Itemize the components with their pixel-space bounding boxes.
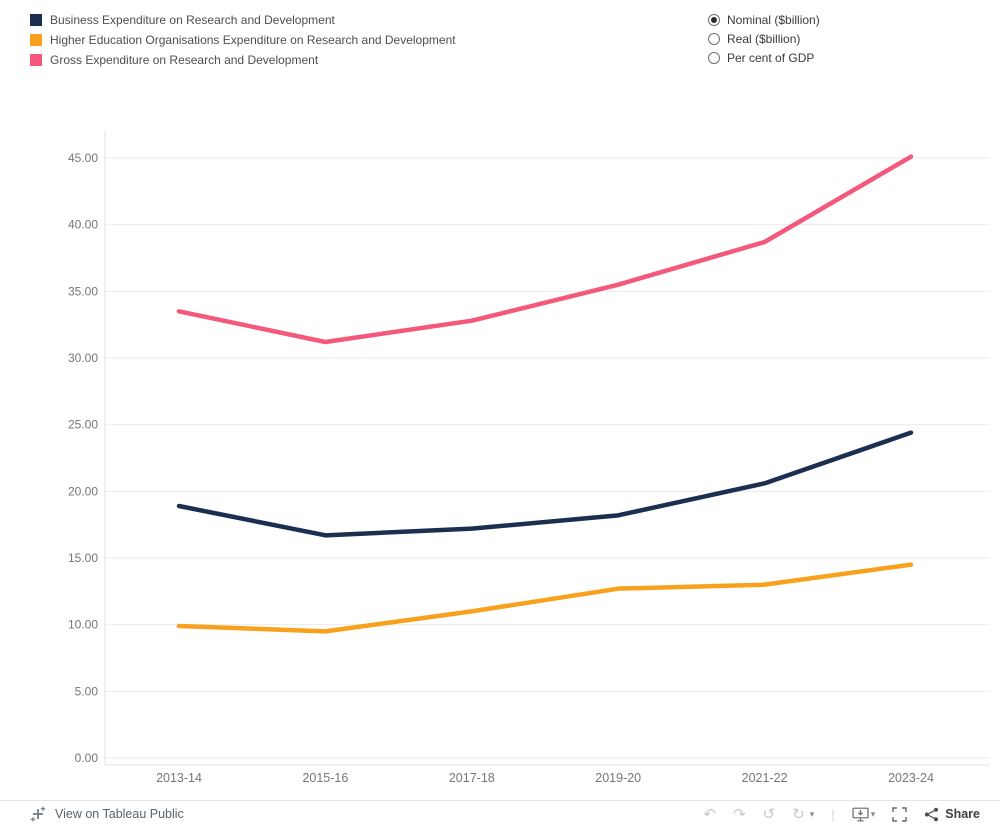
legend-item-business[interactable]: Business Expenditure on Research and Dev… [30,14,456,26]
share-label: Share [945,807,980,821]
tableau-logo-icon [30,806,46,822]
series-line[interactable] [176,154,914,345]
toolbar-divider: | [831,806,835,822]
x-tick-label: 2023-24 [888,771,934,785]
y-tick-label: 40.00 [68,218,98,232]
radio-nominal[interactable]: Nominal ($billion) [708,14,820,26]
reset-icon[interactable]: ↺ [762,805,776,823]
refresh-icon[interactable]: ↻ [792,805,805,823]
y-tick-label: 5.00 [75,684,99,698]
series-line[interactable] [176,562,914,634]
fullscreen-icon[interactable] [892,806,907,822]
legend-item-higher-education[interactable]: Higher Education Organisations Expenditu… [30,34,456,46]
y-tick-label: 0.00 [75,751,99,765]
view-on-tableau-label: View on Tableau Public [55,807,184,821]
toolbar-actions: ↶ ↷ ↺ ↻ ▾ | ▾ [703,807,980,822]
x-tick-label: 2015-16 [302,771,348,785]
radio-label-nominal: Nominal ($billion) [727,13,820,27]
legend-item-gross[interactable]: Gross Expenditure on Research and Develo… [30,54,456,66]
radio-button-icon[interactable] [708,52,720,64]
share-icon [925,807,939,821]
x-tick-label: 2021-22 [742,771,788,785]
y-tick-label: 45.00 [68,151,98,165]
y-tick-label: 35.00 [68,284,98,298]
radio-button-icon[interactable] [708,33,720,45]
legend-label-gross: Gross Expenditure on Research and Develo… [50,53,319,67]
x-tick-label: 2013-14 [156,771,202,785]
redo-icon[interactable]: ↷ [733,805,746,823]
view-on-tableau-link[interactable]: View on Tableau Public [30,806,184,822]
radio-real[interactable]: Real ($billion) [708,33,820,45]
legend-swatch-higher-education [30,34,42,46]
legend-label-business: Business Expenditure on Research and Dev… [50,13,335,27]
y-tick-label: 25.00 [68,418,98,432]
y-tick-label: 15.00 [68,551,98,565]
y-tick-label: 20.00 [68,484,98,498]
share-button[interactable]: Share [924,807,980,822]
radio-label-percent-gdp: Per cent of GDP [727,51,815,65]
chevron-down-icon[interactable]: ▾ [809,808,815,819]
measure-radio-group: Nominal ($billion) Real ($billion) Per c… [708,14,820,71]
y-tick-label: 30.00 [68,351,98,365]
legend-swatch-business [30,14,42,26]
series-line[interactable] [176,430,914,538]
radio-label-real: Real ($billion) [727,32,801,46]
undo-icon[interactable]: ↶ [703,805,717,823]
radio-percent-gdp[interactable]: Per cent of GDP [708,52,820,64]
x-tick-label: 2017-18 [449,771,495,785]
x-tick-label: 2019-20 [595,771,641,785]
y-tick-label: 10.00 [68,618,98,632]
tableau-toolbar: View on Tableau Public ↶ ↷ ↺ ↻ ▾ | ▾ [0,800,1000,827]
line-chart[interactable]: 0.00 5.00 10.00 15.00 20.00 25.00 30.00 35.00 40… [0,110,1000,800]
legend-swatch-gross [30,54,42,66]
legend-label-higher-education: Higher Education Organisations Expenditu… [50,33,456,47]
radio-button-icon[interactable] [708,14,720,26]
legend: Business Expenditure on Research and Dev… [30,14,456,74]
download-icon[interactable]: ▾ [852,807,876,822]
chevron-down-icon[interactable]: ▾ [870,808,876,819]
